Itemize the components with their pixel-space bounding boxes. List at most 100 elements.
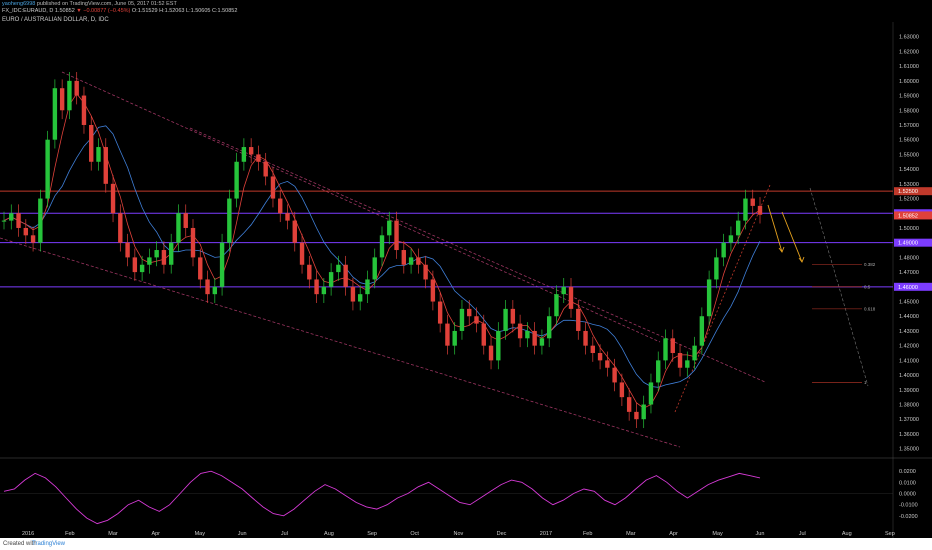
ohlc-line: FX_IDC:EURAUD, D 1.50852 ▼ −0.00877 (−0.… (2, 8, 237, 14)
candle-body (634, 411, 639, 420)
candle-body (714, 257, 719, 280)
y-tick-label: 1.56000 (899, 138, 919, 144)
candle-body (706, 279, 712, 317)
level-tag-label: 1.52500 (898, 189, 918, 195)
candle-body (147, 257, 152, 265)
osc-tick-label: -0.0200 (899, 514, 918, 520)
candle-body (394, 220, 399, 251)
candle-body (89, 124, 94, 162)
candle-body (554, 294, 559, 317)
y-tick-label: 1.41000 (899, 358, 919, 364)
candle-body (96, 147, 101, 162)
y-tick-label: 1.39000 (899, 388, 919, 394)
candle-body (568, 286, 574, 309)
candle-body (757, 205, 763, 215)
last-price-label: 1.50852 (898, 213, 918, 219)
y-tick-label: 1.60000 (899, 79, 919, 85)
x-tick-label: Jul (281, 531, 288, 537)
y-tick-label: 1.43000 (899, 329, 919, 335)
candle-body (387, 220, 392, 236)
candle-body (619, 382, 625, 398)
osc-tick-label: -0.0100 (899, 503, 918, 509)
publish-text: published on TradingView.com, June 05, 2… (36, 1, 177, 7)
candle-body (481, 323, 486, 346)
x-tick-label: Nov (454, 531, 464, 537)
y-tick-label: 1.62000 (899, 49, 919, 55)
candle-body (285, 213, 290, 221)
candle-body (52, 88, 58, 140)
candle-body (343, 264, 348, 287)
tradingview-logo[interactable]: TradingView (32, 541, 66, 547)
projection-arrow (767, 204, 783, 253)
candle-body (605, 360, 610, 368)
y-tick-label: 1.50000 (899, 226, 919, 232)
projection-line (809, 187, 869, 387)
candle-body (103, 147, 108, 184)
candle-body (692, 345, 697, 361)
candle-body (437, 301, 443, 324)
candle-body (234, 161, 239, 199)
author-link[interactable]: yaoheng6998 (2, 1, 36, 7)
arrow-head (778, 246, 785, 253)
x-tick-label: 2016 (22, 531, 34, 537)
candle-body (168, 242, 174, 265)
last-price-tag (894, 211, 932, 220)
y-tick-label: 1.52000 (899, 197, 919, 203)
candle-body (278, 198, 283, 214)
price-change: ▼ −0.00877 (−0.45%) (76, 8, 131, 14)
candle-body (408, 257, 414, 265)
y-tick-label: 1.59000 (899, 94, 919, 100)
y-tick-label: 1.36000 (899, 432, 919, 438)
x-tick-label: Feb (583, 531, 592, 537)
level-tag-label: 1.49000 (898, 241, 918, 247)
candle-body (532, 330, 537, 346)
candle-body (430, 279, 436, 302)
level-tag (894, 187, 932, 196)
candle-body (125, 242, 130, 258)
osc-tick-label: 0.0100 (899, 480, 916, 486)
candle-body (176, 213, 181, 243)
candle-body (510, 308, 516, 324)
candle-body (467, 308, 472, 317)
candle-body (118, 213, 123, 243)
candle-body (154, 250, 159, 258)
candle-body (365, 279, 370, 295)
y-tick-label: 1.57000 (899, 123, 919, 129)
x-tick-label: May (195, 531, 206, 537)
candle-body (699, 316, 705, 346)
level-tag-label: 1.46000 (898, 285, 918, 291)
candle-body (597, 353, 603, 361)
candle-body (263, 161, 268, 177)
y-tick-label: 1.58000 (899, 108, 919, 114)
candle-body (379, 235, 385, 258)
candle-body (81, 95, 87, 125)
arrow-head (798, 256, 805, 263)
channel-line (61, 71, 661, 343)
candle-body (248, 147, 254, 155)
price-chart[interactable]: 1.63000 1.62000 1.61000 1.60000 1.59000 1.580… (0, 0, 932, 538)
candle-body (336, 264, 341, 273)
candle-body (590, 345, 596, 354)
y-tick-label: 1.37000 (899, 417, 919, 423)
candle-body (67, 80, 72, 111)
candle-body (721, 242, 726, 258)
ma-slow-line (3, 125, 761, 388)
candle-body (38, 198, 43, 243)
candle-body (299, 242, 305, 265)
y-tick-label: 1.54000 (899, 167, 919, 173)
x-tick-label: Sep (885, 531, 895, 537)
footer: Created with TradingView (0, 538, 932, 550)
candle-body (474, 316, 479, 324)
y-tick-label: 1.45000 (899, 300, 919, 306)
x-tick-label: Mar (108, 531, 118, 537)
candle-body (728, 235, 734, 243)
candle-body (372, 257, 377, 280)
candle-body (401, 250, 407, 265)
candle-body (30, 235, 36, 243)
x-tick-label: Apr (669, 531, 678, 537)
candle-body (750, 198, 755, 206)
candle-body (517, 323, 523, 339)
candle-body (357, 294, 363, 302)
x-tick-label: 2017 (540, 531, 552, 537)
candle-body (321, 286, 327, 295)
